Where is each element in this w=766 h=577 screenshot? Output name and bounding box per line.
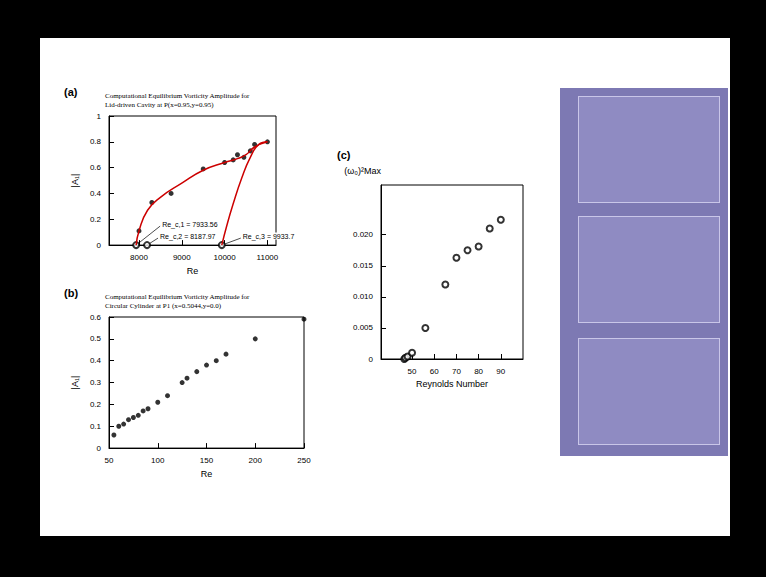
svg-text:0.3: 0.3 <box>90 378 102 387</box>
svg-text:Re_c,3 = 9933.7: Re_c,3 = 9933.7 <box>243 233 295 241</box>
svg-text:0: 0 <box>369 355 374 364</box>
svg-text:Re: Re <box>187 266 199 276</box>
svg-text:0.2: 0.2 <box>90 400 102 409</box>
svg-text:|A₁|: |A₁| <box>70 376 80 390</box>
svg-text:0.4: 0.4 <box>90 356 102 365</box>
svg-text:Reynolds Number: Reynolds Number <box>416 379 488 389</box>
svg-text:0.020: 0.020 <box>353 230 374 239</box>
svg-text:Re: Re <box>201 469 213 479</box>
svg-text:11000: 11000 <box>257 253 279 262</box>
svg-text:50: 50 <box>105 456 114 465</box>
svg-text:8000: 8000 <box>130 253 148 262</box>
svg-text:(ω₀)²Max: (ω₀)²Max <box>344 166 381 176</box>
svg-text:Re_c,2 = 8187.97: Re_c,2 = 8187.97 <box>160 233 216 241</box>
svg-text:9000: 9000 <box>173 253 191 262</box>
svg-text:200: 200 <box>249 456 263 465</box>
svg-text:0.1: 0.1 <box>90 422 102 431</box>
svg-text:80: 80 <box>474 367 483 376</box>
svg-text:1: 1 <box>97 112 102 121</box>
svg-text:0.4: 0.4 <box>90 189 102 198</box>
svg-text:Re_c,1 = 7933.56: Re_c,1 = 7933.56 <box>162 221 218 229</box>
svg-text:250: 250 <box>297 456 311 465</box>
svg-text:50: 50 <box>408 367 417 376</box>
svg-text:10000: 10000 <box>213 253 236 262</box>
svg-text:0.010: 0.010 <box>353 292 374 301</box>
svg-text:0.6: 0.6 <box>90 163 102 172</box>
svg-text:Circular Cylinder at P1 (x=0.5: Circular Cylinder at P1 (x=0.5044,y=0.0) <box>105 302 222 310</box>
svg-text:0.005: 0.005 <box>353 323 374 332</box>
svg-text:(c): (c) <box>337 149 351 161</box>
svg-text:0.8: 0.8 <box>90 137 102 146</box>
svg-text:Lid-driven Cavity at P(x=0.95,: Lid-driven Cavity at P(x=0.95,y=0.95) <box>105 101 214 109</box>
svg-text:60: 60 <box>430 367 439 376</box>
svg-text:0.5: 0.5 <box>90 334 102 343</box>
svg-text:Computational Equilibrium Vort: Computational Equilibrium Vorticity Ampl… <box>105 293 250 301</box>
svg-text:|A₁|: |A₁| <box>70 174 80 188</box>
svg-text:100: 100 <box>151 456 165 465</box>
svg-text:0.015: 0.015 <box>353 261 374 270</box>
svg-text:0.6: 0.6 <box>90 313 102 322</box>
svg-text:0.2: 0.2 <box>90 215 102 224</box>
svg-text:0: 0 <box>97 241 102 250</box>
svg-text:0: 0 <box>97 444 102 453</box>
svg-text:Computational Equilibrium Vort: Computational Equilibrium Vorticity Ampl… <box>105 92 250 100</box>
svg-text:150: 150 <box>200 456 214 465</box>
svg-text:(b): (b) <box>64 287 78 299</box>
svg-text:90: 90 <box>496 367 505 376</box>
svg-text:(a): (a) <box>64 86 78 98</box>
svg-text:70: 70 <box>452 367 461 376</box>
